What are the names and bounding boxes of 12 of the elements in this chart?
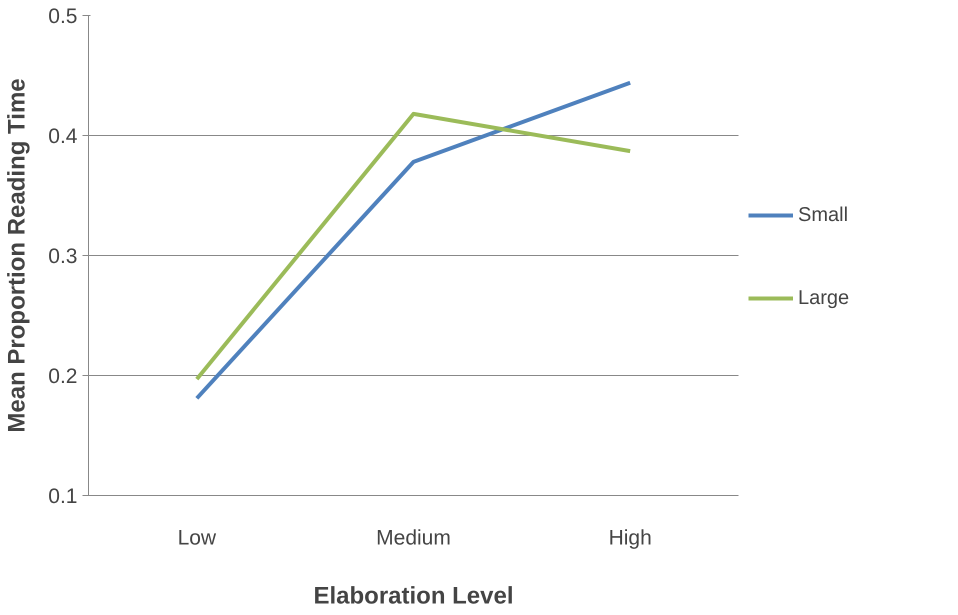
y-tick-label: 0.3 [48,245,78,268]
y-axis-title: Mean Proportion Reading Time [3,78,30,433]
x-axis-title: Elaboration Level [313,582,514,610]
x-tick-label: High [608,526,652,550]
y-tick-label: 0.1 [48,485,78,508]
y-tick-label: 0.4 [48,125,78,148]
y-tick-label: 0.5 [48,5,78,28]
x-tick-label: Low [178,526,217,550]
legend-label: Large [798,286,850,310]
x-tick-label: Medium [376,526,451,550]
legend-label: Small [798,204,848,226]
y-tick-label: 0.2 [48,365,78,388]
